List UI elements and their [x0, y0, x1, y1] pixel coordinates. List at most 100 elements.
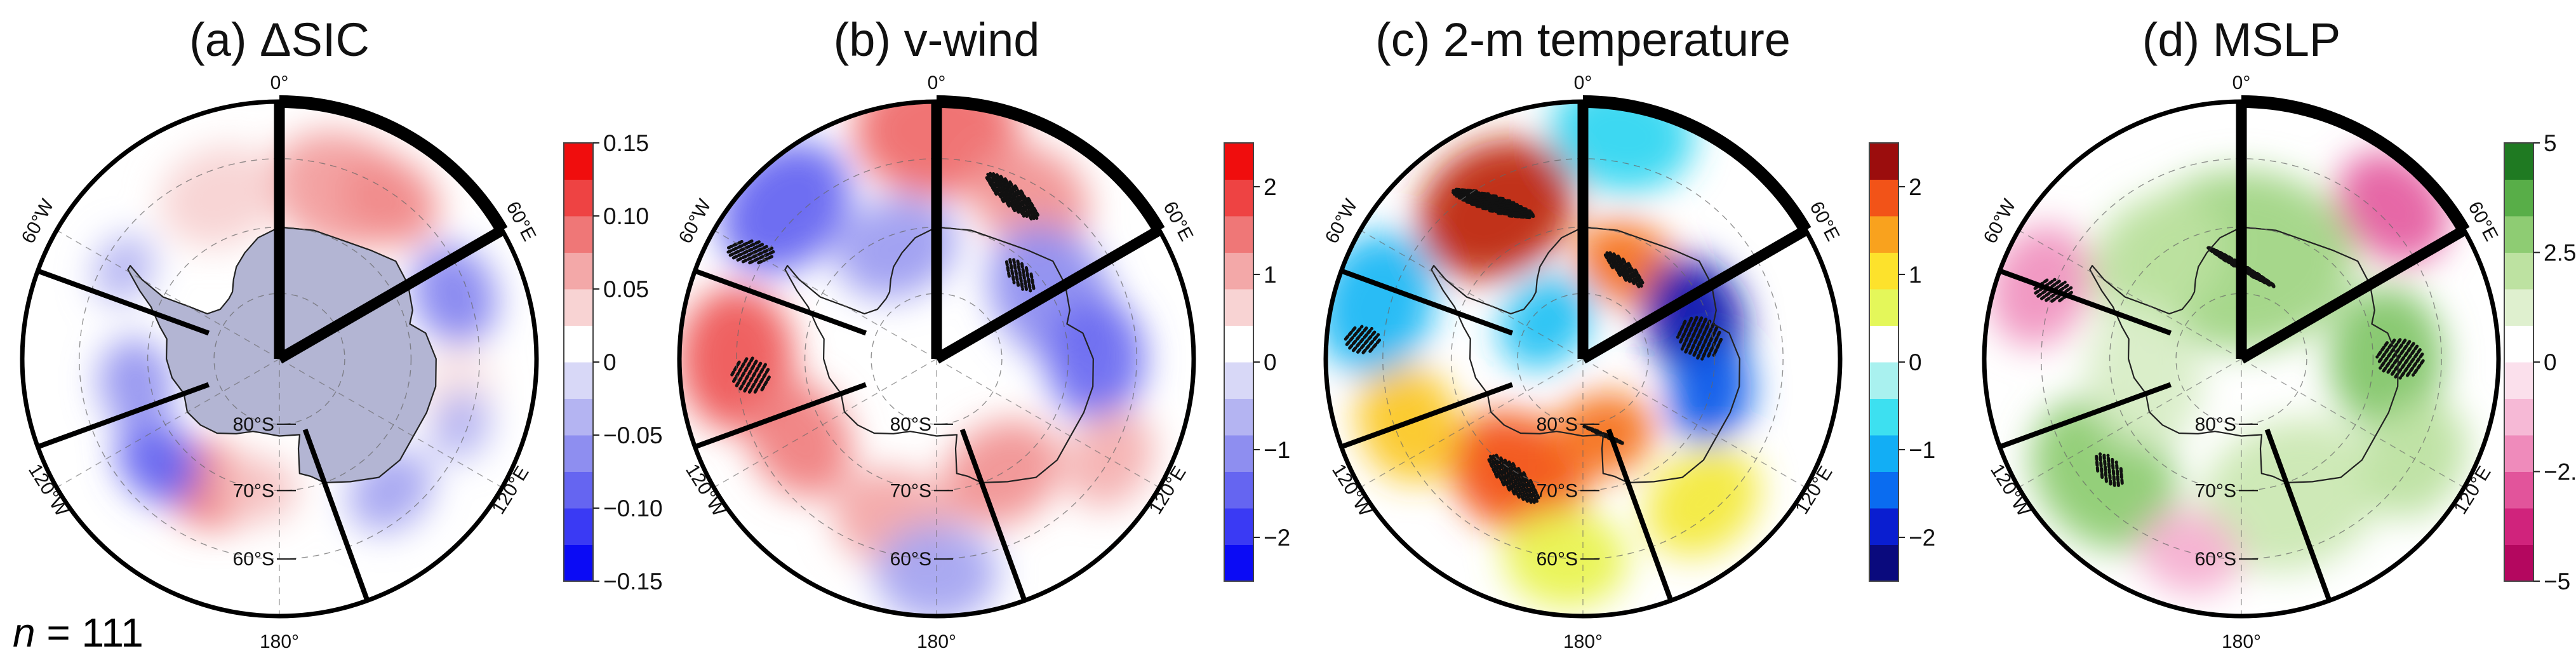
panel-a-meridian [56, 229, 280, 359]
panel-c-stipple-row [1492, 453, 1511, 492]
panel-c-stipple-row [1488, 209, 1535, 217]
panel-b-stipple-row [1029, 272, 1036, 290]
panel-c-sector-line [1606, 428, 1674, 601]
panel-b-stipple-row [726, 239, 745, 250]
panel-b-colorbar-segment [1224, 252, 1253, 290]
panel-a-latitude-ring [213, 293, 345, 425]
panel-c-stipple-row [1507, 459, 1530, 503]
panel-a-colorbar-segment [564, 398, 593, 436]
panel-c-stipple-row [1356, 329, 1377, 354]
panel-b-colorbar-segment [1224, 216, 1253, 253]
panel-d-longitude-label: 180° [2222, 631, 2261, 652]
panel-c-stipple-row [1495, 453, 1516, 496]
panel-d-colorbar-tick-label: 2.5 [2544, 240, 2576, 266]
panel-c-stipple-row [1452, 191, 1498, 198]
panel-d-colorbar-segment [2504, 471, 2533, 509]
sample-size-note: n = 111 [13, 610, 143, 655]
panel-c-stipple-row [1705, 330, 1721, 360]
panel-c-title: (c) 2-m temperature [1375, 13, 1791, 66]
panel-c-disc-outline [1323, 99, 1843, 619]
panel-a-colorbar-tick-label: 0 [603, 349, 617, 375]
panel-b-title: (b) v-wind [834, 13, 1040, 66]
panel-d-colorbar-segment [2504, 398, 2533, 436]
panel-b-stipple-row [986, 173, 1006, 203]
panel-a-disc-outline [20, 99, 539, 619]
panel-a-latitude-label: 80°S [233, 414, 274, 435]
panel-c-sector-line [1340, 382, 1514, 450]
panel-a-colorbar-segment [564, 362, 593, 399]
panel-a-colorbar-segment [564, 216, 593, 253]
panel-d-colorbar-segment [2504, 143, 2533, 180]
panel-b-colorbar: 2 1 0 −1 −2 [1224, 142, 1290, 582]
panel-c-stipple-row [1345, 325, 1364, 346]
panel-a-colorbar-segment [564, 252, 593, 290]
panel-b-stipple-row [1008, 258, 1016, 285]
panel-b-latitude-label: 80°S [890, 414, 931, 435]
panel-c-stipple-row [1700, 326, 1719, 361]
panel-d-stipple-row [2404, 353, 2424, 379]
panel-b-stipple-row [999, 175, 1025, 218]
panel-c-stipple-row [1691, 319, 1712, 359]
panel-b-longitude-label: 180° [917, 631, 956, 652]
panel-b-colorbar-tick-label: −1 [1264, 437, 1290, 463]
panel-b-colorbar-tick-label: −2 [1264, 525, 1290, 551]
panel-b-colorbar-tick-label: 2 [1264, 174, 1277, 200]
sample-size-value: = 111 [36, 610, 143, 655]
panel-b-colorbar-segment [1224, 179, 1253, 217]
panel-c-stipple-row [1516, 466, 1536, 504]
panel-d-stipple-row [2379, 338, 2402, 370]
panel-d-meridian [2018, 358, 2242, 488]
panel-d-colorbar-segment [2504, 508, 2533, 545]
panel-a-longitude-label: 180° [260, 631, 299, 652]
panel-b-colorbar-segment [1224, 398, 1253, 436]
panel-b-stipple-row [1012, 258, 1020, 288]
panel-c-stipple-row [1687, 318, 1708, 357]
panel-c-sector-line [1340, 268, 1514, 336]
panel-b-stipple-row [760, 373, 772, 392]
panel-d-stipple-row [2114, 460, 2120, 487]
panel-a-sector-line [37, 268, 210, 336]
panel-c-stipple-row [1695, 322, 1716, 361]
panel-b-colorbar-segment [1224, 544, 1253, 582]
panel-b-stipple-row [1019, 189, 1039, 220]
panel-d-sector-line [1999, 382, 2172, 450]
panel-c-stipple-row [1470, 202, 1529, 211]
panel-b-stipple-row [743, 359, 764, 393]
panel-d-antarctica-coastline [2089, 226, 2399, 484]
panel-c-meridian [1359, 358, 1584, 488]
panel-a-colorbar-segment [564, 325, 593, 363]
panel-c-colorbar-tick-label: 0 [1909, 349, 1922, 375]
panel-c-colorbar-tick-label: 2 [1909, 174, 1922, 200]
panel-c-stippling [1344, 187, 1723, 504]
panel-c-anomaly-patch [1499, 275, 1593, 369]
panel-b-sector-line [694, 382, 867, 450]
panel-d-colorbar-segment [2504, 252, 2533, 290]
panel-b-sector-line [694, 268, 867, 336]
panel-a-sector-line [276, 225, 505, 364]
panel-b-stipple-row [1004, 260, 1011, 278]
panel-a-colorbar-tick-label: 0.15 [603, 130, 649, 156]
panel-c-stipple-row [1676, 319, 1687, 339]
panel-d-stipple-row [2375, 341, 2389, 359]
panel-b-stipple-row [1013, 184, 1036, 221]
panel-a-colorbar-segment [564, 435, 593, 472]
panel-b-stipple-row [730, 358, 742, 377]
panel-c-colorbar-segment [1869, 435, 1899, 472]
panel-b-stipple-row [1003, 177, 1030, 220]
panel-c-antarctica-coastline [1431, 226, 1740, 484]
panel-b-stipple-row [753, 367, 770, 394]
panel-c-stipple-row [1603, 253, 1615, 271]
panel-c-stipple-row [1457, 196, 1517, 205]
panel-d-disc-outline [1982, 99, 2501, 619]
panel-c-colorbar-tick-label: −1 [1909, 437, 1935, 463]
panel-b-latitude-label: 60°S [890, 549, 931, 570]
panel-a-colorbar: 0.15 0.10 0.05 0 −0.05 −0.10 −0.15 [563, 130, 663, 594]
panel-c-latitude-label: 60°S [1537, 549, 1578, 570]
panel-b-longitude-label: 0° [928, 72, 946, 93]
panel-b-stipple-row [726, 239, 754, 254]
panel-b-colorbar-segment [1224, 289, 1253, 326]
panel-d-latitude-label: 60°S [2195, 549, 2236, 570]
panel-b-stipple-row [1016, 259, 1025, 291]
panel-a-colorbar-segment [564, 508, 593, 545]
